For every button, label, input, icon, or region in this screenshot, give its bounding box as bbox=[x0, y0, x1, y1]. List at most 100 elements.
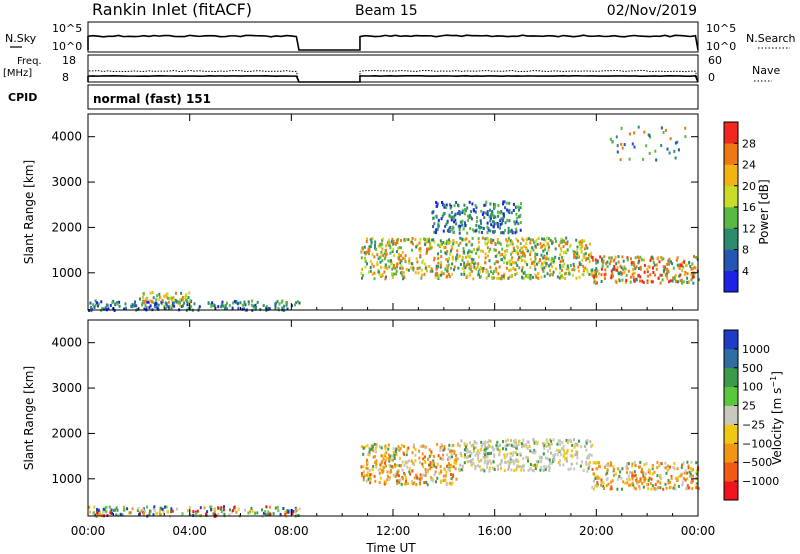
colorbar-frame bbox=[723, 329, 739, 501]
scatter-cell bbox=[276, 505, 279, 509]
scatter-cell bbox=[595, 267, 598, 271]
scatter-cell bbox=[607, 482, 610, 486]
y-tick-label: 1000 bbox=[51, 266, 82, 280]
scatter-cell bbox=[527, 237, 530, 241]
scatter-cell bbox=[569, 264, 572, 267]
scatter-cell bbox=[550, 451, 552, 455]
scatter-cell bbox=[649, 135, 652, 139]
scatter-cell bbox=[383, 252, 386, 256]
scatter-cell bbox=[669, 137, 672, 141]
scatter-cell bbox=[457, 243, 460, 247]
freq-trace bbox=[87, 74, 699, 83]
scatter-cell bbox=[366, 473, 369, 477]
scatter-cell bbox=[526, 446, 529, 450]
scatter-cell bbox=[111, 511, 113, 515]
scatter-cell bbox=[639, 265, 642, 269]
scatter-cell bbox=[592, 258, 594, 262]
scatter-cell bbox=[615, 280, 618, 284]
scatter-cell bbox=[167, 510, 170, 514]
scatter-cell bbox=[180, 291, 183, 295]
scatter-cell bbox=[688, 474, 691, 478]
scatter-cell bbox=[586, 246, 589, 250]
scatter-cell bbox=[400, 264, 403, 268]
scatter-cell bbox=[665, 466, 667, 470]
scatter-cell bbox=[399, 261, 402, 265]
scatter-cell bbox=[408, 459, 410, 463]
scatter-cell bbox=[462, 247, 465, 251]
scatter-cell bbox=[524, 254, 526, 258]
scatter-cell bbox=[518, 266, 521, 270]
scatter-cell bbox=[387, 242, 390, 246]
scatter-cell bbox=[403, 473, 406, 477]
scatter-cell bbox=[506, 218, 509, 222]
scatter-cell bbox=[604, 276, 606, 280]
scatter-cell bbox=[630, 263, 633, 266]
scatter-cell bbox=[449, 249, 452, 253]
scatter-cell bbox=[402, 277, 405, 281]
scatter-cell bbox=[529, 467, 532, 471]
scatter-cell bbox=[410, 459, 413, 463]
scatter-cell bbox=[279, 512, 282, 516]
scatter-cell bbox=[651, 472, 654, 476]
scatter-cell bbox=[428, 463, 430, 467]
scatter-cell bbox=[646, 268, 649, 272]
scatter-cell bbox=[373, 442, 376, 446]
scatter-cell bbox=[559, 459, 561, 463]
nave-label: Nave bbox=[752, 64, 780, 77]
scatter-cell bbox=[547, 245, 550, 249]
scatter-cell bbox=[419, 482, 422, 486]
scatter-cell bbox=[504, 249, 506, 253]
scatter-cell bbox=[126, 507, 129, 511]
scatter-cell bbox=[388, 457, 391, 461]
scatter-cell bbox=[480, 225, 483, 229]
scatter-cell bbox=[481, 468, 484, 472]
scatter-cell bbox=[537, 237, 540, 241]
scatter-cell bbox=[148, 306, 151, 310]
scatter-cell bbox=[543, 266, 546, 270]
scatter-cell bbox=[371, 237, 374, 241]
scatter-cell bbox=[418, 449, 421, 453]
scatter-cell bbox=[575, 276, 578, 280]
scatter-cell bbox=[428, 448, 431, 452]
scatter-cell bbox=[251, 509, 254, 513]
scatter-cell bbox=[578, 439, 580, 443]
scatter-cell bbox=[562, 454, 565, 458]
scatter-cell bbox=[507, 460, 510, 464]
scatter-cell bbox=[411, 480, 414, 484]
scatter-cell bbox=[152, 513, 155, 517]
scatter-cell bbox=[170, 306, 173, 310]
scatter-cell bbox=[474, 267, 477, 270]
scatter-cell bbox=[500, 217, 503, 221]
scatter-cell bbox=[424, 241, 427, 245]
scatter-cell bbox=[378, 243, 381, 247]
scatter-cell bbox=[576, 456, 579, 460]
scatter-cell bbox=[511, 250, 514, 254]
scatter-cell bbox=[446, 269, 449, 273]
scatter-cell bbox=[423, 272, 426, 276]
scatter-cell bbox=[467, 455, 469, 459]
scatter-cell bbox=[278, 302, 281, 306]
scatter-cell bbox=[551, 241, 553, 245]
scatter-cell bbox=[595, 272, 597, 276]
scatter-cell bbox=[435, 264, 438, 268]
colorbar-swatch bbox=[724, 143, 738, 165]
scatter-cell bbox=[444, 474, 447, 478]
scatter-cell bbox=[90, 309, 93, 313]
scatter-cell bbox=[94, 303, 97, 307]
scatter-cell bbox=[114, 302, 117, 306]
scatter-cell bbox=[396, 265, 398, 269]
colorbar-tick-label: −25 bbox=[742, 418, 765, 431]
scatter-cell bbox=[664, 461, 667, 465]
scatter-cell bbox=[108, 505, 111, 509]
scatter-cell bbox=[142, 508, 145, 512]
scatter-cell bbox=[532, 248, 535, 252]
scatter-cell bbox=[111, 301, 114, 305]
scatter-cell bbox=[385, 244, 387, 248]
scatter-cell bbox=[504, 460, 507, 464]
scatter-cell bbox=[488, 259, 491, 263]
scatter-cell bbox=[522, 442, 525, 446]
scatter-cell bbox=[228, 513, 231, 517]
scatter-cell bbox=[237, 306, 240, 310]
scatter-cell bbox=[621, 255, 624, 259]
